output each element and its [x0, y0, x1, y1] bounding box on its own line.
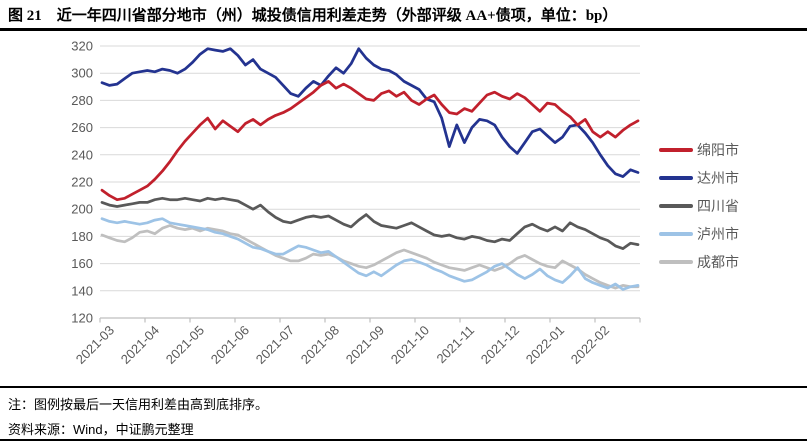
x-tick-label: 2021-08 — [298, 323, 342, 367]
legend-label: 绵阳市 — [697, 142, 739, 158]
series-line-绵阳市 — [100, 80, 640, 202]
y-tick-label: 200 — [71, 202, 93, 217]
series-line-达州市 — [100, 47, 640, 178]
legend-item: 达州市 — [659, 169, 739, 187]
y-tick-label: 320 — [71, 39, 93, 54]
legend-label: 泸州市 — [697, 226, 739, 242]
series-line-泸州市 — [100, 217, 640, 291]
chart-note: 注：图例按最后一天信用利差由高到底排序。 — [8, 397, 269, 412]
legend-item: 泸州市 — [659, 225, 739, 243]
legend-item: 绵阳市 — [659, 141, 739, 159]
y-tick-label: 180 — [71, 229, 93, 244]
x-tick-label: 2021-11 — [433, 323, 477, 367]
y-tick-label: 220 — [71, 175, 93, 190]
legend-label: 达州市 — [697, 170, 739, 186]
x-tick-label: 2021-07 — [253, 323, 297, 367]
x-tick-label: 2021-06 — [208, 323, 252, 367]
x-tick-label: 2021-12 — [478, 323, 522, 367]
y-tick-label: 120 — [71, 311, 93, 326]
legend-swatch — [659, 148, 693, 152]
chart-legend: 绵阳市 达州市 四川省 泸州市 成都市 — [659, 141, 739, 281]
title-divider — [0, 28, 807, 31]
y-tick-label: 300 — [71, 66, 93, 81]
legend-label: 成都市 — [697, 254, 739, 270]
page-title: 图 21 近一年四川省部分地市（州）城投债信用利差走势（外部评级 AA+债项，单… — [8, 8, 618, 24]
legend-item: 四川省 — [659, 197, 739, 215]
legend-swatch — [659, 232, 693, 236]
x-tick-label: 2022-02 — [568, 323, 612, 367]
series-line-四川省 — [100, 196, 640, 250]
legend-swatch — [659, 176, 693, 180]
y-tick-label: 160 — [71, 256, 93, 271]
data-source: 资料来源：Wind，中证鹏元整理 — [8, 422, 194, 437]
credit-spread-line-chart: 120 140 160 180 200 220 240 260 280 300 320 2021-03… — [71, 39, 641, 367]
x-tick-label: 2021-05 — [163, 323, 207, 367]
legend-swatch — [659, 260, 693, 264]
legend-swatch — [659, 204, 693, 208]
x-tick-label: 2021-03 — [73, 323, 117, 367]
y-tick-label: 260 — [71, 120, 93, 135]
x-tick-label: 2021-09 — [343, 323, 387, 367]
x-tick-label: 2021-10 — [388, 323, 432, 367]
series-line-成都市 — [100, 224, 640, 290]
legend-item: 成都市 — [659, 253, 739, 271]
y-tick-label: 280 — [71, 93, 93, 108]
x-tick-label: 2022-01 — [523, 323, 567, 367]
bottom-divider — [0, 439, 807, 441]
note-divider — [0, 386, 807, 388]
x-tick-label: 2021-04 — [118, 323, 162, 367]
y-tick-label: 240 — [71, 147, 93, 162]
y-tick-label: 140 — [71, 283, 93, 298]
legend-label: 四川省 — [697, 198, 739, 214]
